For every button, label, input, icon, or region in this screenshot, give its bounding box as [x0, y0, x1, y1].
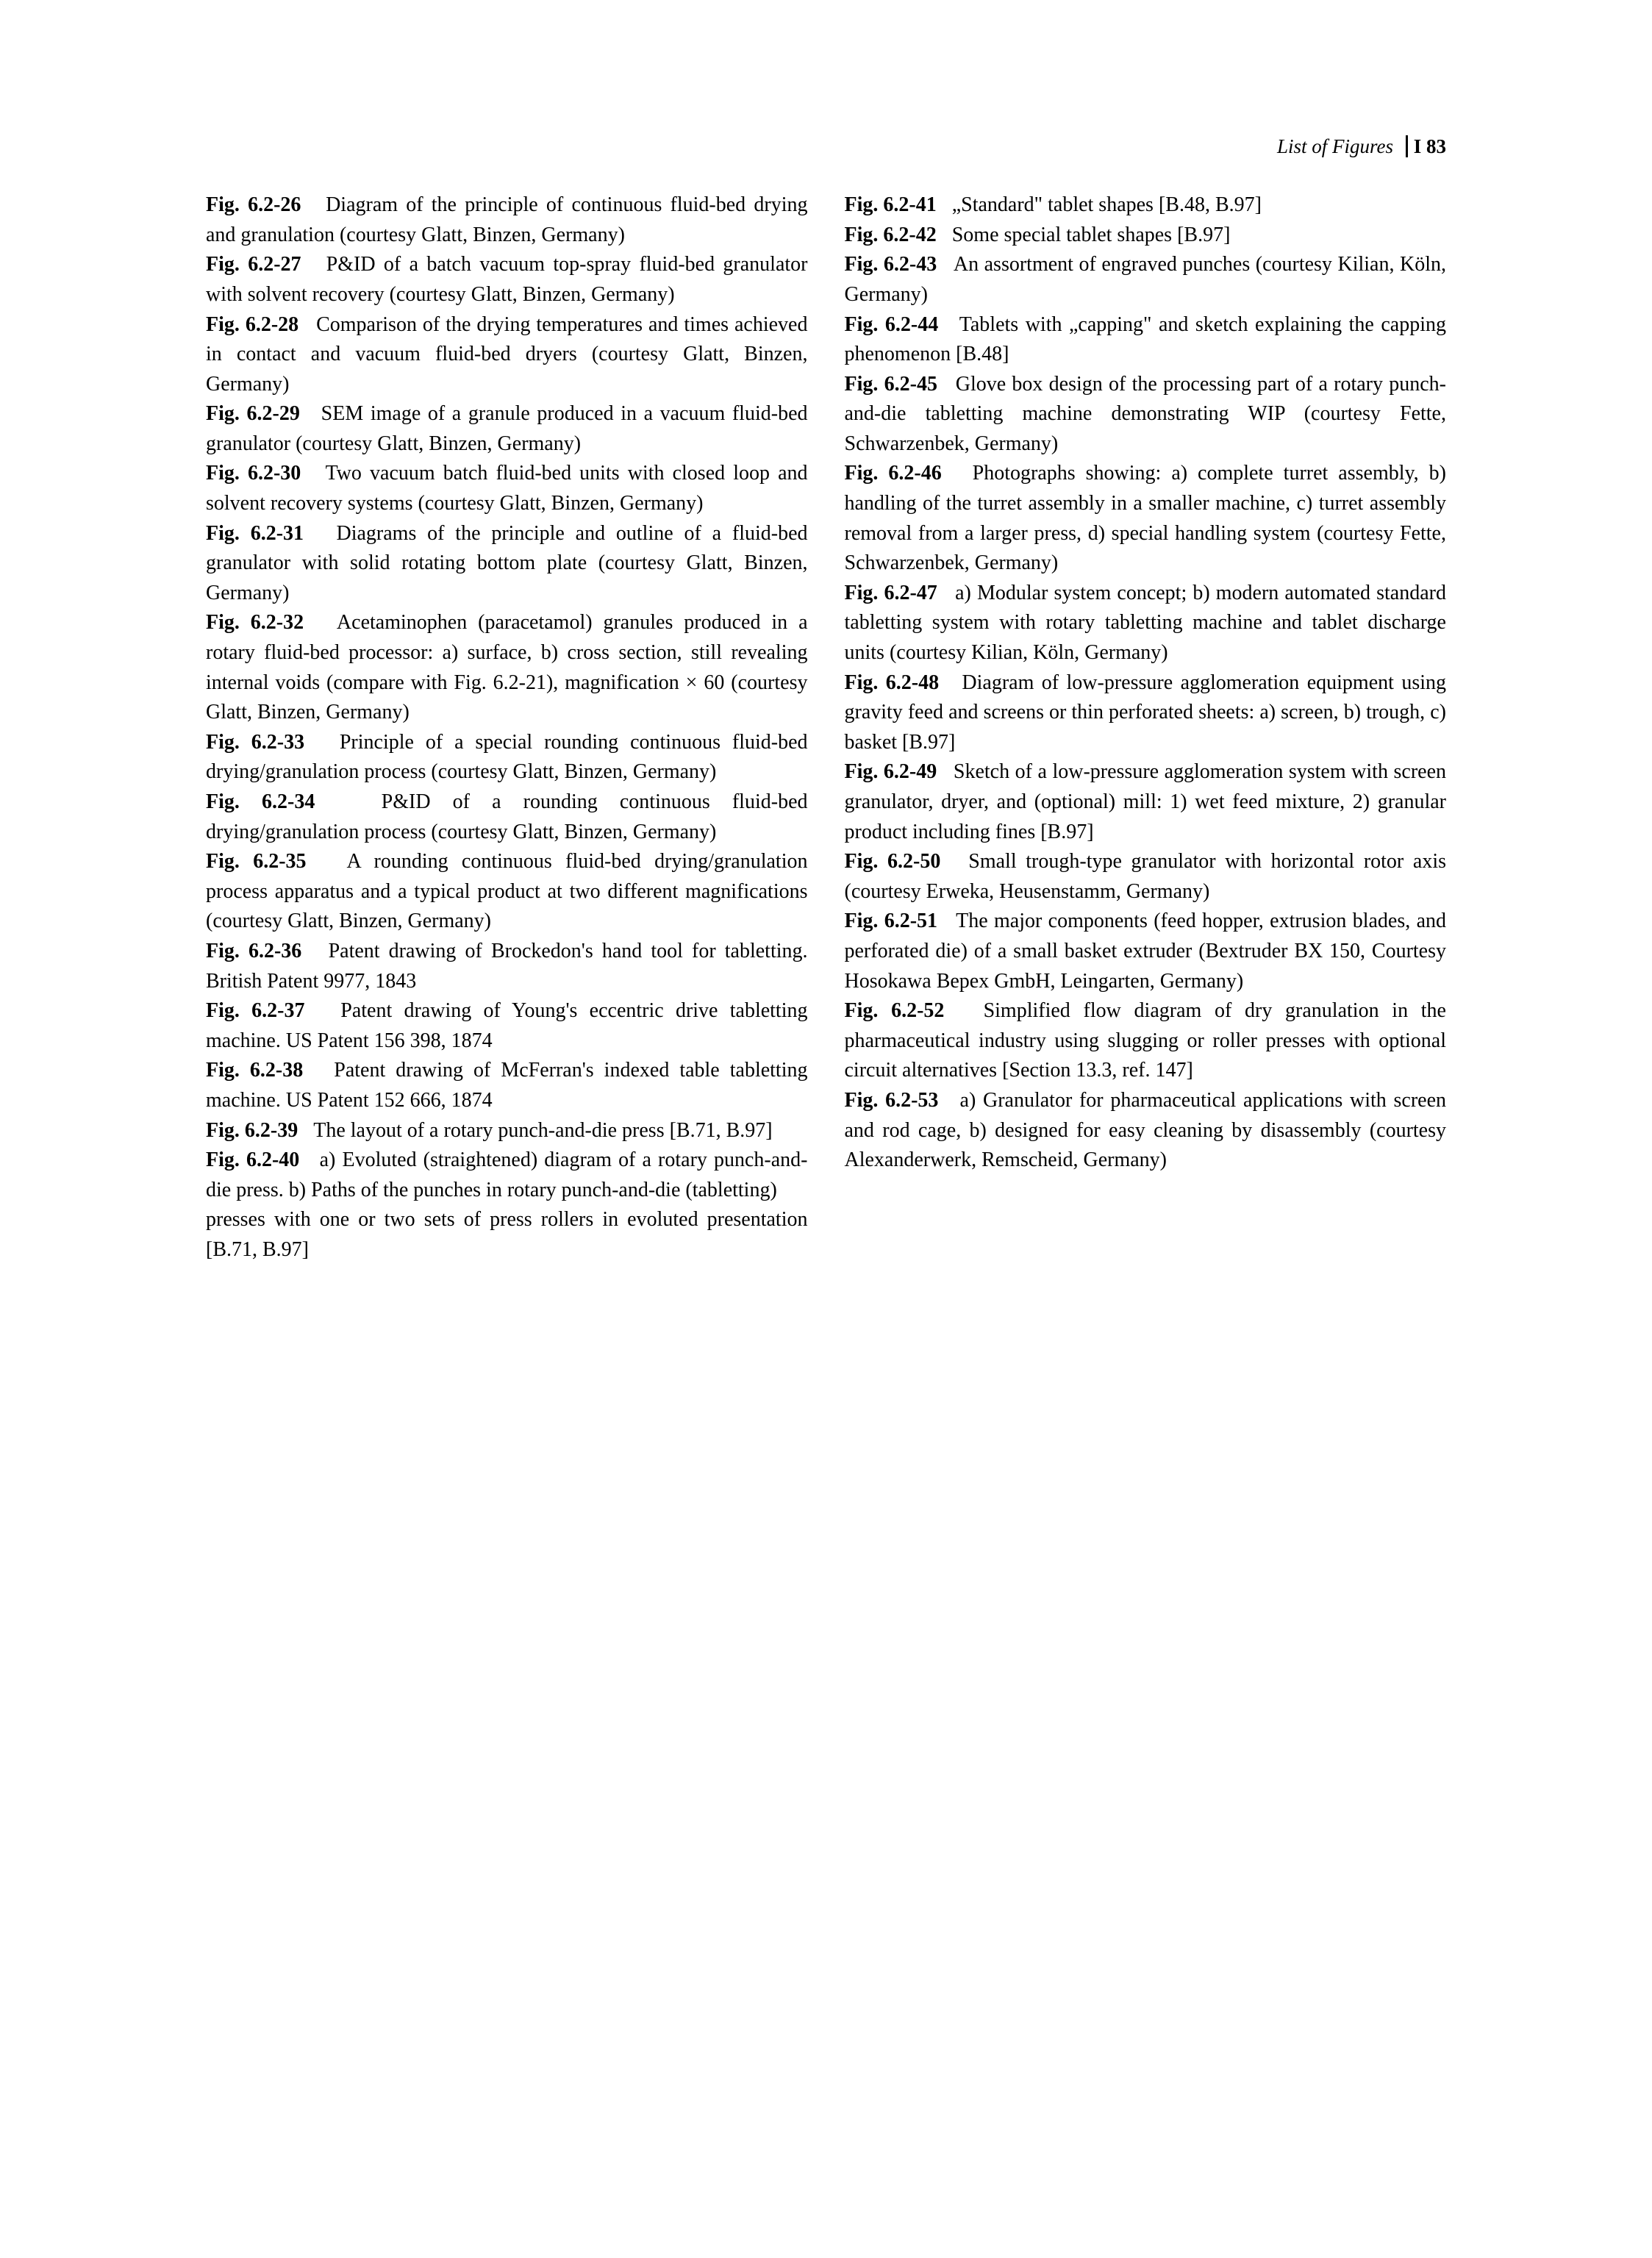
figure-entry: Fig. 6.2-29 SEM image of a granule produ…: [206, 399, 808, 459]
figure-entry: Fig. 6.2-26 Diagram of the principle of …: [206, 190, 808, 250]
figure-entry: Fig. 6.2-53 a) Granulator for pharmaceut…: [845, 1086, 1447, 1176]
figure-entry: Fig. 6.2-30 Two vacuum batch fluid-bed u…: [206, 459, 808, 518]
figure-entry: Fig. 6.2-39 The layout of a rotary punch…: [206, 1116, 808, 1146]
page-header: List of Figures I 83: [206, 132, 1446, 161]
figure-entry: Fig. 6.2-28 Comparison of the drying tem…: [206, 310, 808, 400]
figure-label: Fig. 6.2-44: [845, 313, 939, 336]
figure-label: Fig. 6.2-52: [845, 999, 945, 1022]
figure-entry: Fig. 6.2-34 P&ID of a rounding continuou…: [206, 787, 808, 847]
figure-label: Fig. 6.2-50: [845, 850, 941, 873]
figure-label: Fig. 6.2-40: [206, 1148, 299, 1171]
page-number: I 83: [1406, 135, 1446, 157]
figure-label: Fig. 6.2-46: [845, 462, 942, 485]
figure-entry: Fig. 6.2-36 Patent drawing of Brockedon'…: [206, 937, 808, 996]
figure-entry: Fig. 6.2-33 Principle of a special round…: [206, 728, 808, 787]
figure-entry: Fig. 6.2-46 Photographs showing: a) comp…: [845, 459, 1447, 578]
figure-label: Fig. 6.2-53: [845, 1089, 939, 1112]
left-column: Fig. 6.2-26 Diagram of the principle of …: [206, 190, 808, 1265]
figure-caption: Some special tablet shapes [B.97]: [952, 224, 1231, 246]
figure-entry: Fig. 6.2-32 Acetaminophen (paracetamol) …: [206, 608, 808, 727]
figure-entry: Fig. 6.2-41 „Standard" tablet shapes [B.…: [845, 190, 1447, 221]
figure-entry: presses with one or two sets of press ro…: [206, 1205, 808, 1265]
figure-label: Fig. 6.2-32: [206, 611, 304, 634]
figure-caption: presses with one or two sets of press ro…: [206, 1208, 808, 1261]
figure-entry: Fig. 6.2-35 A rounding continuous fluid-…: [206, 847, 808, 937]
figure-label: Fig. 6.2-51: [845, 910, 938, 932]
right-column: Fig. 6.2-41 „Standard" tablet shapes [B.…: [845, 190, 1447, 1265]
figure-entry: Fig. 6.2-42 Some special tablet shapes […: [845, 221, 1447, 251]
figure-label: Fig. 6.2-31: [206, 522, 304, 545]
figure-entry: Fig. 6.2-40 a) Evoluted (straightened) d…: [206, 1146, 808, 1205]
figure-label: Fig. 6.2-27: [206, 253, 301, 276]
figure-entry: Fig. 6.2-43 An assortment of engraved pu…: [845, 250, 1447, 310]
figure-caption: The layout of a rotary punch-and-die pre…: [313, 1119, 772, 1142]
figure-label: Fig. 6.2-42: [845, 224, 937, 246]
figure-label: Fig. 6.2-26: [206, 193, 301, 216]
figure-label: Fig. 6.2-49: [845, 760, 937, 783]
figure-entry: Fig. 6.2-48 Diagram of low-pressure aggl…: [845, 668, 1447, 758]
header-title: List of Figures: [1277, 135, 1393, 157]
figure-label: Fig. 6.2-45: [845, 373, 937, 396]
figure-label: Fig. 6.2-36: [206, 940, 301, 962]
figure-entry: Fig. 6.2-37 Patent drawing of Young's ec…: [206, 996, 808, 1056]
figure-entry: Fig. 6.2-44 Tablets with „capping" and s…: [845, 310, 1447, 370]
figure-label: Fig. 6.2-33: [206, 731, 304, 754]
figure-label: Fig. 6.2-43: [845, 253, 937, 276]
figure-label: Fig. 6.2-41: [845, 193, 937, 216]
figure-entry: Fig. 6.2-27 P&ID of a batch vacuum top-s…: [206, 250, 808, 310]
figure-caption: „Standard" tablet shapes [B.48, B.97]: [952, 193, 1262, 216]
figure-entry: Fig. 6.2-50 Small trough-type granulator…: [845, 847, 1447, 907]
figure-label: Fig. 6.2-29: [206, 402, 300, 425]
figure-label: Fig. 6.2-47: [845, 582, 937, 604]
figure-entry: Fig. 6.2-49 Sketch of a low-pressure agg…: [845, 757, 1447, 847]
figure-label: Fig. 6.2-34: [206, 790, 315, 813]
figure-entry: Fig. 6.2-38 Patent drawing of McFerran's…: [206, 1056, 808, 1115]
figure-entry: Fig. 6.2-47 a) Modular system concept; b…: [845, 579, 1447, 668]
figure-entry: Fig. 6.2-45 Glove box design of the proc…: [845, 370, 1447, 460]
figure-label: Fig. 6.2-28: [206, 313, 298, 336]
content-columns: Fig. 6.2-26 Diagram of the principle of …: [206, 190, 1446, 1265]
figure-label: Fig. 6.2-48: [845, 671, 940, 694]
figure-label: Fig. 6.2-39: [206, 1119, 298, 1142]
figure-label: Fig. 6.2-30: [206, 462, 301, 485]
figure-entry: Fig. 6.2-51 The major components (feed h…: [845, 907, 1447, 996]
figure-entry: Fig. 6.2-52 Simplified flow diagram of d…: [845, 996, 1447, 1086]
figure-label: Fig. 6.2-37: [206, 999, 304, 1022]
figure-entry: Fig. 6.2-31 Diagrams of the principle an…: [206, 519, 808, 609]
figure-label: Fig. 6.2-35: [206, 850, 307, 873]
figure-label: Fig. 6.2-38: [206, 1059, 303, 1082]
